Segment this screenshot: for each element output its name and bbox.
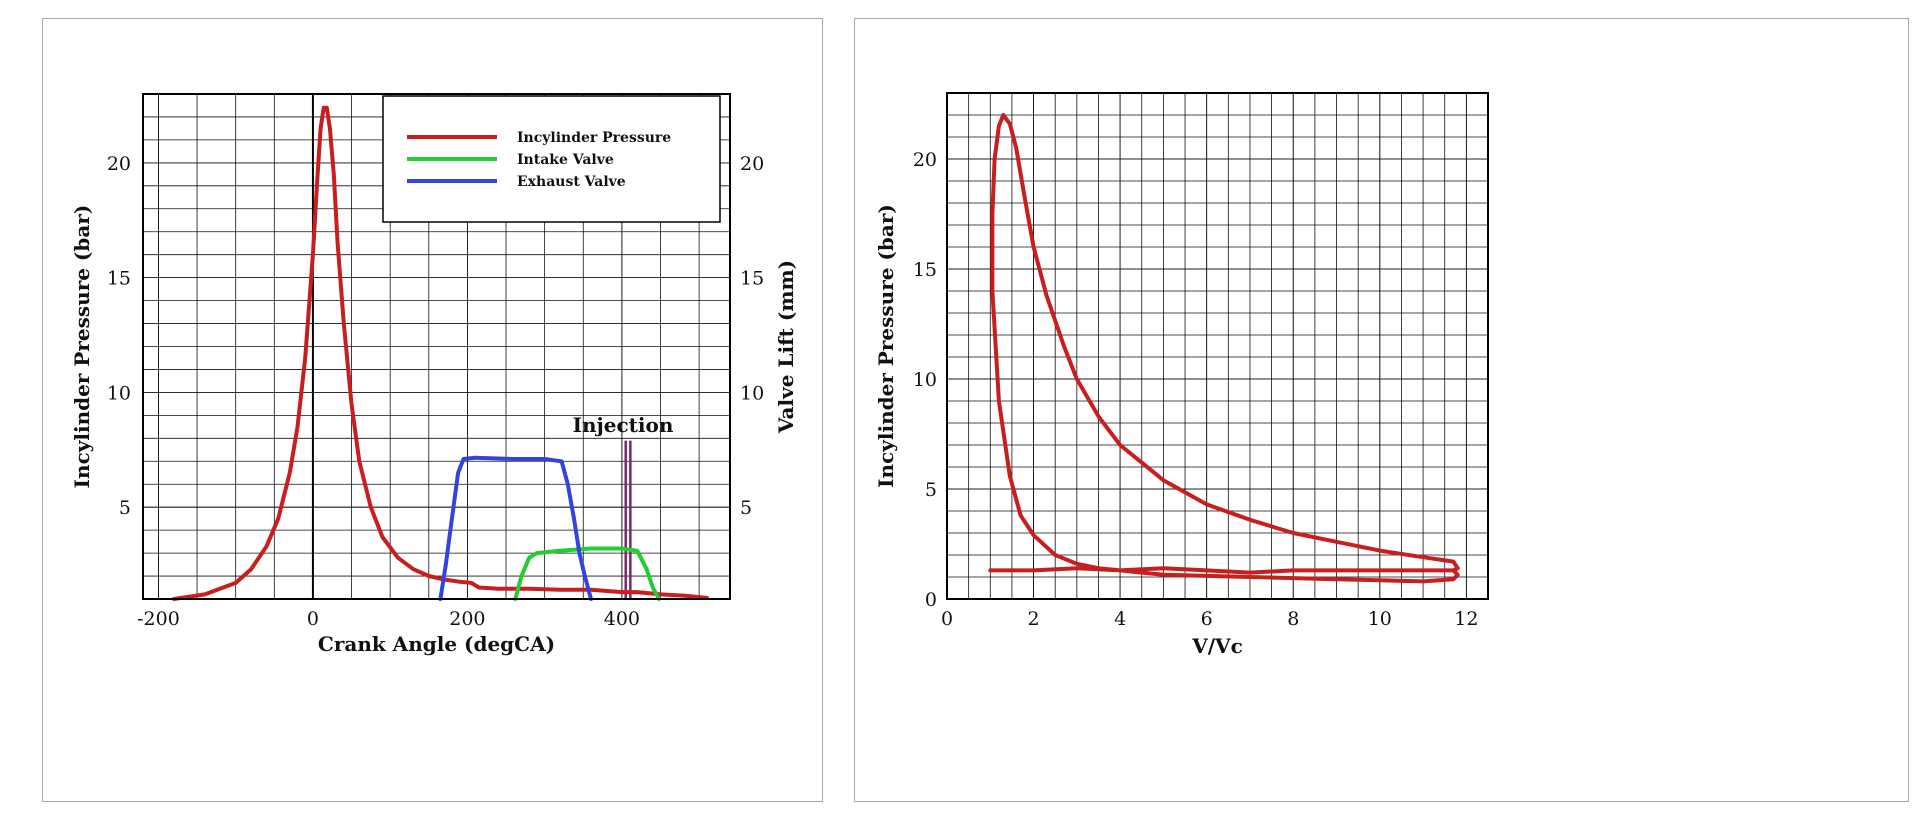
- y2-tick-label: 15: [740, 268, 764, 290]
- legend-label: Exhaust Valve: [517, 174, 626, 190]
- left-chart-panel: -200 0 200 400 5 10 15 20 5 10 15 20 Crank Angle (de…: [42, 18, 823, 802]
- y-tick-label: 10: [107, 382, 131, 404]
- x-axis-title: V/Vc: [1191, 634, 1243, 658]
- x-tick-label: 6: [1201, 608, 1213, 630]
- y2-tick-label: 20: [740, 153, 764, 175]
- intake-valve-series-line: [513, 546, 661, 601]
- plot-frame-left: [142, 93, 731, 600]
- injection-annotation: Injection: [573, 413, 674, 437]
- x-tick-label: -200: [137, 608, 180, 630]
- legend: Incylinder Pressure Intake Valve Exhaust V…: [382, 95, 721, 223]
- y-tick-label: 20: [107, 153, 131, 175]
- right-chart-panel: 0 2 4 6 8 10 12 0 5 10 15 20 V/Vc Incylinder Pressure…: [854, 18, 1909, 802]
- plot-frame-right: [946, 92, 1489, 600]
- y-axis-title: Incylinder Pressure (bar): [874, 204, 898, 488]
- y-axis-title: Incylinder Pressure (bar): [70, 205, 94, 489]
- x-tick-label: 400: [604, 608, 640, 630]
- x-tick-label: 200: [449, 608, 485, 630]
- pv-diagram-chart: 0 2 4 6 8 10 12 0 5 10 15 20 V/Vc Incylinder Pressure…: [874, 92, 1489, 658]
- y2-tick-label: 5: [740, 497, 752, 519]
- y2-axis-title: Valve Lift (mm): [774, 260, 798, 434]
- y-tick-label: 15: [913, 259, 937, 281]
- y-tick-label: 0: [925, 589, 937, 611]
- x-tick-label: 0: [307, 608, 319, 630]
- exhaust-valve-series-line: [438, 455, 593, 601]
- legend-label: Incylinder Pressure: [517, 130, 671, 146]
- x-tick-label: 2: [1028, 608, 1040, 630]
- y-tick-label: 10: [913, 369, 937, 391]
- legend-label: Intake Valve: [517, 152, 614, 168]
- x-tick-label: 10: [1368, 608, 1392, 630]
- grid-right: [947, 93, 1488, 599]
- x-tick-label: 0: [941, 608, 953, 630]
- pressure-series-line: [171, 105, 709, 601]
- y-tick-label: 5: [925, 479, 937, 501]
- x-tick-label: 4: [1114, 608, 1126, 630]
- x-tick-label: 12: [1454, 608, 1478, 630]
- y-tick-label: 5: [119, 497, 131, 519]
- pressure-valve-lift-chart: -200 0 200 400 5 10 15 20 5 10 15 20 Crank Angle (de…: [70, 93, 798, 656]
- y-tick-label: 20: [913, 149, 937, 171]
- x-tick-label: 8: [1287, 608, 1299, 630]
- pv-loop-line: [988, 113, 1460, 584]
- y2-tick-label: 10: [740, 382, 764, 404]
- y-tick-label: 15: [107, 268, 131, 290]
- x-axis-title: Crank Angle (degCA): [318, 632, 555, 656]
